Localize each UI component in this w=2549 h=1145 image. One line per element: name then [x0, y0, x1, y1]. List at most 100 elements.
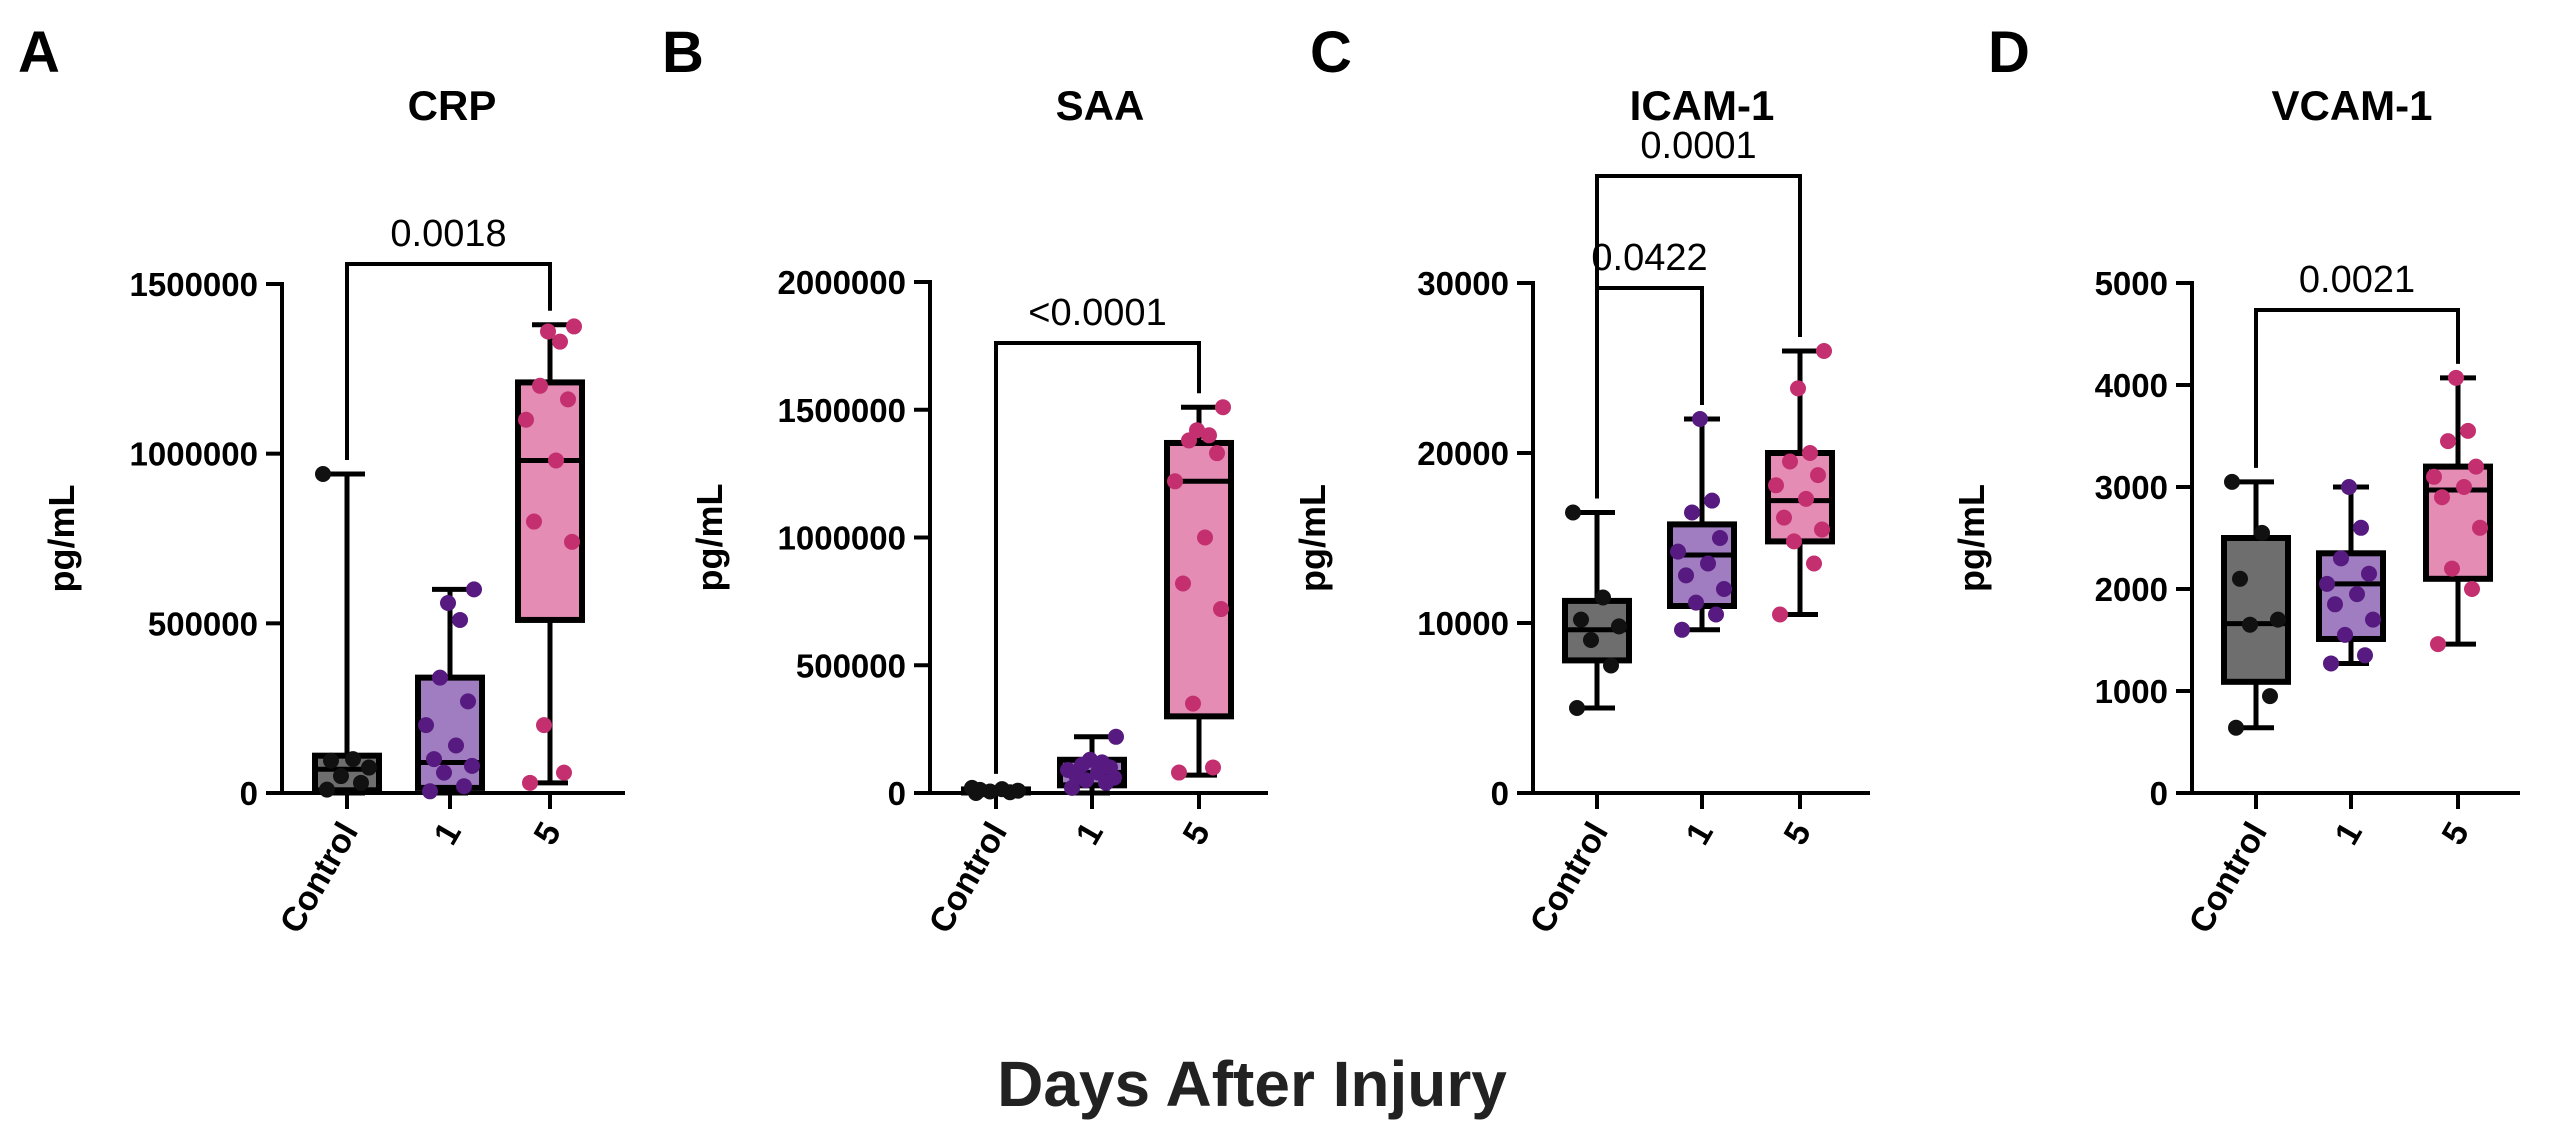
- panel-b-ytick-label: 1500000: [778, 392, 906, 429]
- panel-c-data-point: [1569, 700, 1585, 716]
- panel-d-ytick-label: 5000: [2095, 265, 2168, 302]
- panel-d-ytick-label: 4000: [2095, 367, 2168, 404]
- panel-b-data-point: [1205, 759, 1221, 776]
- panel-b-data-point: [994, 781, 1010, 798]
- panel-d-data-point: [2228, 719, 2244, 736]
- panel-c-ytick-label: 0: [1491, 775, 1509, 812]
- panel-a-letter: A: [18, 20, 60, 85]
- panel-a-xtick-label: 5: [527, 816, 569, 851]
- panel-d-data-point: [2254, 524, 2270, 541]
- panel-c-data-point: [1712, 530, 1728, 546]
- panel-d-data-point: [2327, 596, 2343, 613]
- panel-a-data-point: [566, 318, 582, 335]
- panel-a-data-point: [422, 783, 438, 800]
- panel-d-data-point: [2349, 586, 2365, 603]
- panel-a-data-point: [526, 513, 542, 530]
- panel-d-ytick-label: 0: [2150, 775, 2168, 812]
- panel-c-data-point: [1678, 567, 1694, 584]
- panel-a-ytick-label: 1500000: [130, 266, 258, 303]
- panel-c-data-point: [1790, 380, 1806, 397]
- panel-c-data-point: [1704, 492, 1720, 509]
- panel-a-data-point: [548, 452, 564, 469]
- panel-d-box-control: [2221, 535, 2291, 685]
- panel-b-data-point: [1189, 422, 1205, 439]
- panel-d-xtick-label: 5: [2435, 816, 2477, 851]
- panel-b-xtick-label: 5: [1176, 816, 1218, 851]
- panel-c-comparison-bracket: [1595, 286, 1704, 499]
- panel-d-data-point: [2224, 473, 2240, 490]
- panel-c-data-point: [1786, 533, 1802, 550]
- panel-a-data-point: [532, 377, 548, 394]
- panel-a-data-point: [319, 781, 335, 798]
- panel-d-data-point: [2434, 489, 2450, 506]
- panel-c-ytick-label: 20000: [1417, 435, 1509, 472]
- panel-d-letter: D: [1988, 20, 2030, 85]
- panel-d-data-point: [2262, 688, 2278, 705]
- panel-a-data-point: [522, 774, 538, 791]
- panel-a-data-point: [426, 751, 442, 768]
- panel-a-data-point: [432, 669, 448, 686]
- panel-c-data-point: [1816, 343, 1832, 359]
- panel-a-data-point: [540, 323, 556, 340]
- panel-c-data-point: [1611, 618, 1627, 635]
- panel-c-data-point: [1595, 589, 1611, 606]
- panel-c-data-point: [1684, 504, 1700, 521]
- panel-c-data-point: [1772, 606, 1788, 623]
- panel-d-data-point: [2333, 550, 2349, 567]
- panel-c-data-point: [1692, 411, 1708, 427]
- panel-a-data-point: [418, 717, 434, 734]
- panel-b-data-point: [1167, 473, 1183, 490]
- panel-b-data-point: [1209, 445, 1225, 462]
- panel-c-xtick-label: Control: [1523, 816, 1616, 940]
- panel-d-title: VCAM-1: [2271, 82, 2432, 129]
- panel-b-data-point: [1108, 728, 1124, 745]
- panel-d-ytick-label: 1000: [2095, 673, 2168, 710]
- panel-d-pvalue-label: 0.0021: [2299, 259, 2415, 301]
- panel-b-data-point: [1197, 529, 1213, 546]
- panel-d-data-point: [2472, 519, 2488, 536]
- panel-a-data-point: [452, 611, 468, 628]
- panel-c-data-point: [1583, 632, 1599, 648]
- panel-a-data-point: [466, 581, 482, 598]
- panel-a-ytick-label: 500000: [148, 605, 258, 642]
- panel-c-data-point: [1802, 445, 1818, 461]
- panel-b-xtick-label: Control: [922, 816, 1015, 940]
- panel-c-data-point: [1768, 477, 1784, 494]
- panel-b-data-point: [1082, 751, 1098, 768]
- panel-d-data-point: [2242, 616, 2258, 633]
- panel-d-comparison-bracket: [2254, 308, 2460, 468]
- panel-a-data-point: [536, 717, 552, 734]
- panel-c-ytick-label: 30000: [1417, 265, 1509, 302]
- panel-a-pvalue-label: 0.0018: [390, 213, 506, 255]
- panel-d-data-point: [2353, 519, 2369, 536]
- panel-c-data-point: [1573, 611, 1589, 628]
- panel-d-data-point: [2426, 468, 2442, 485]
- panel-d-data-point: [2361, 565, 2377, 582]
- panel-d-ytick-label: 2000: [2095, 571, 2168, 608]
- panel-b-ytick-label: 2000000: [778, 264, 906, 301]
- panel-b-data-point: [1064, 779, 1080, 796]
- panel-d-data-point: [2448, 369, 2464, 386]
- panel-d-xtick-label: Control: [2182, 816, 2275, 940]
- panel-c-data-point: [1565, 504, 1581, 521]
- panel-b-data-point: [1201, 427, 1217, 444]
- panel-d-data-point: [2468, 458, 2484, 475]
- panel-a-data-point: [560, 391, 576, 408]
- panel-a-data-point: [518, 411, 534, 428]
- panel-a-ylabel: pg/mL: [41, 485, 82, 593]
- panel-d-data-point: [2430, 636, 2446, 653]
- panel-d-data-point: [2337, 626, 2353, 643]
- panel-b-pvalue-label: <0.0001: [1028, 292, 1166, 334]
- panel-a-data-point: [345, 751, 361, 768]
- panel-d-data-point: [2440, 433, 2456, 450]
- panel-d-data-point: [2319, 575, 2335, 592]
- panel-d-data-point: [2323, 655, 2339, 672]
- panel-d-ylabel: pg/mL: [1951, 484, 1992, 592]
- panel-c-data-point: [1670, 543, 1686, 560]
- x-axis-title: Days After Injury: [997, 1048, 1507, 1120]
- panel-a-ytick-label: 0: [240, 775, 258, 812]
- panel-d-data-point: [2456, 479, 2472, 495]
- panel-a-data-point: [448, 737, 464, 754]
- panel-c-title: ICAM-1: [1630, 82, 1775, 129]
